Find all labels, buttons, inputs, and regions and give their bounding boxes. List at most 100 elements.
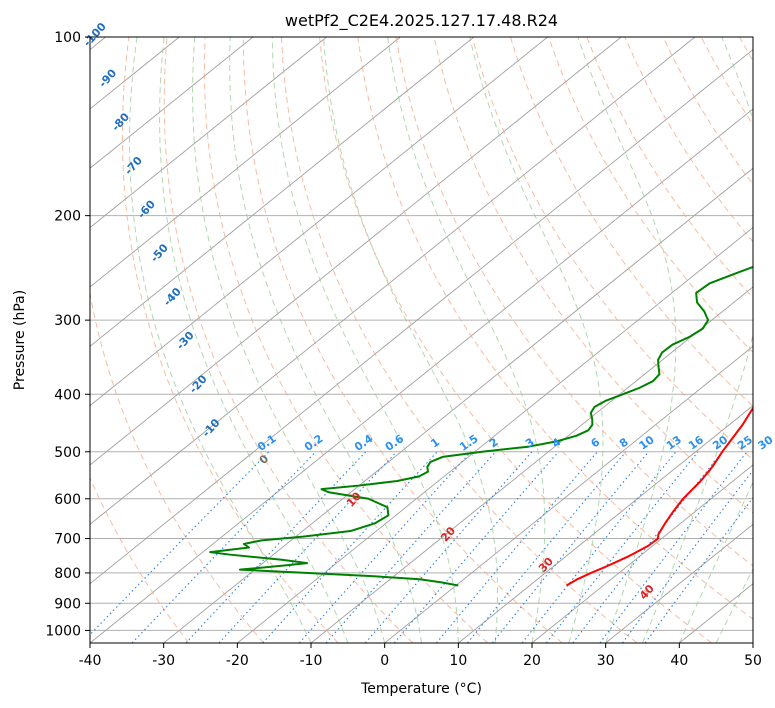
y-tick-label: 800 — [54, 566, 81, 582]
mixing-ratio-label: 1 — [428, 435, 442, 450]
y-tick-label: 200 — [54, 209, 81, 225]
mixing-ratio-line — [393, 451, 559, 643]
moist-adiabat-line — [387, 37, 546, 643]
dry-adiabat-label: -50 — [148, 241, 171, 265]
chart-grid — [90, 37, 753, 643]
dry-adiabat-line — [203, 37, 488, 643]
x-tick-label: 30 — [597, 653, 615, 669]
y-tick-label: 600 — [54, 492, 81, 508]
dry-adiabat-line — [395, 37, 753, 567]
temperature-line — [566, 405, 753, 587]
mixing-ratio-line — [621, 469, 753, 643]
mixing-ratio-line — [185, 451, 367, 643]
isotherm-line — [90, 37, 401, 288]
moist-adiabat-line — [271, 37, 459, 643]
dry-adiabat-line — [121, 37, 339, 643]
dry-adiabat-line — [433, 37, 753, 514]
isotherm-line — [384, 345, 753, 643]
isotherm-line — [90, 37, 548, 407]
plot-frame — [89, 36, 754, 644]
dry-adiabat-label: -80 — [109, 110, 132, 134]
y-tick-label: 500 — [54, 445, 81, 461]
x-axis-label: Temperature (°C) — [360, 681, 482, 697]
isotherm-line — [605, 523, 753, 643]
dry-adiabat-label: -40 — [161, 285, 184, 309]
x-tick-label: 0 — [380, 653, 389, 669]
dry-adiabat-line — [90, 37, 264, 643]
mixing-ratio-line — [364, 451, 533, 643]
x-tick-label: -30 — [152, 653, 175, 669]
isotherm-line — [90, 48, 753, 585]
dry-adiabat-label: 30 — [536, 555, 556, 575]
y-tick-label: 900 — [54, 596, 81, 612]
isotherm-line — [90, 37, 475, 347]
isotherm-line — [531, 464, 753, 643]
y-tick-label: 400 — [54, 387, 81, 403]
isotherm-line — [90, 37, 254, 169]
y-axis-label: Pressure (hPa) — [12, 290, 28, 390]
dry-adiabat-line — [242, 37, 563, 643]
dry-adiabat-label: -30 — [174, 329, 197, 353]
mixing-ratio-line — [435, 451, 598, 643]
x-tick-label: -20 — [226, 653, 249, 669]
y-tick-label: 300 — [54, 313, 81, 329]
mixing-ratio-label: 25 — [735, 433, 755, 452]
chart-title: wetPf2_C2E4.2025.127.17.48.R24 — [285, 11, 558, 31]
dry-adiabat-label: 0 — [257, 452, 272, 467]
mixing-ratio-label: 0.4 — [352, 432, 376, 454]
dry-adiabat-label: -60 — [135, 197, 158, 221]
mixing-ratio-line — [131, 451, 317, 643]
isotherm-line — [90, 37, 696, 525]
mixing-ratio-line — [262, 451, 438, 643]
mixing-ratio-label: 0.1 — [255, 432, 278, 454]
dry-adiabat-label: 10 — [344, 489, 364, 509]
isotherm-line — [163, 167, 753, 643]
mixing-ratio-line — [491, 451, 650, 643]
chart-axes: -40 -30 -20 -10 0 10 20 30 40 5010020030040050060… — [45, 30, 762, 669]
y-tick-label: 100 — [54, 30, 81, 46]
mixing-ratio-label: 4 — [550, 435, 564, 450]
moist-adiabat-line — [229, 37, 422, 643]
dry-adiabat-label: 40 — [637, 582, 657, 602]
mixing-ratio-label: 3 — [523, 435, 537, 450]
moist-adiabat-line — [678, 481, 753, 643]
isotherm-line — [237, 227, 753, 643]
dry-adiabat-label: -70 — [122, 154, 145, 178]
moist-adiabat-line — [469, 37, 604, 643]
mixing-ratio-label: 6 — [588, 435, 602, 450]
mixing-ratio-label: 30 — [755, 433, 775, 453]
x-tick-label: 40 — [670, 653, 688, 669]
dry-adiabat-line — [280, 37, 638, 643]
dewpoint-line — [209, 265, 753, 587]
y-tick-label: 700 — [54, 532, 81, 548]
mixing-ratio-line — [298, 451, 472, 643]
moist-adiabat-line — [715, 567, 753, 643]
dry-adiabat-line — [90, 476, 190, 643]
mixing-ratio-line — [545, 451, 699, 643]
x-tick-label: 50 — [744, 653, 762, 669]
mixing-ratio-line — [325, 451, 497, 643]
mixing-ratio-line — [644, 496, 753, 643]
dry-adiabat-line — [357, 37, 753, 620]
moist-adiabat-line — [577, 37, 677, 643]
dry-adiabat-line — [163, 37, 414, 643]
dry-adiabat-line — [738, 37, 753, 62]
mixing-ratio-line — [218, 451, 397, 643]
y-tick-label: 1000 — [45, 623, 81, 639]
moist-adiabat-line — [323, 37, 499, 643]
mixing-ratio-label: 0.2 — [302, 432, 325, 454]
mixing-ratio-label: 16 — [686, 433, 706, 453]
dry-adiabat-line — [624, 37, 753, 243]
dry-adiabat-label: -20 — [187, 372, 210, 396]
isotherm-line — [90, 37, 327, 229]
isotherm-line — [90, 37, 622, 466]
x-tick-label: -40 — [79, 653, 102, 669]
dry-adiabat-label: -90 — [96, 66, 119, 90]
mixing-ratio-label: 1.5 — [457, 432, 480, 454]
mixing-ratio-label: 10 — [637, 433, 657, 453]
chart-data-layer — [209, 265, 753, 587]
mixing-ratio-line — [90, 451, 270, 636]
isotherm-line — [679, 583, 753, 643]
moist-adiabat-line — [192, 37, 386, 643]
